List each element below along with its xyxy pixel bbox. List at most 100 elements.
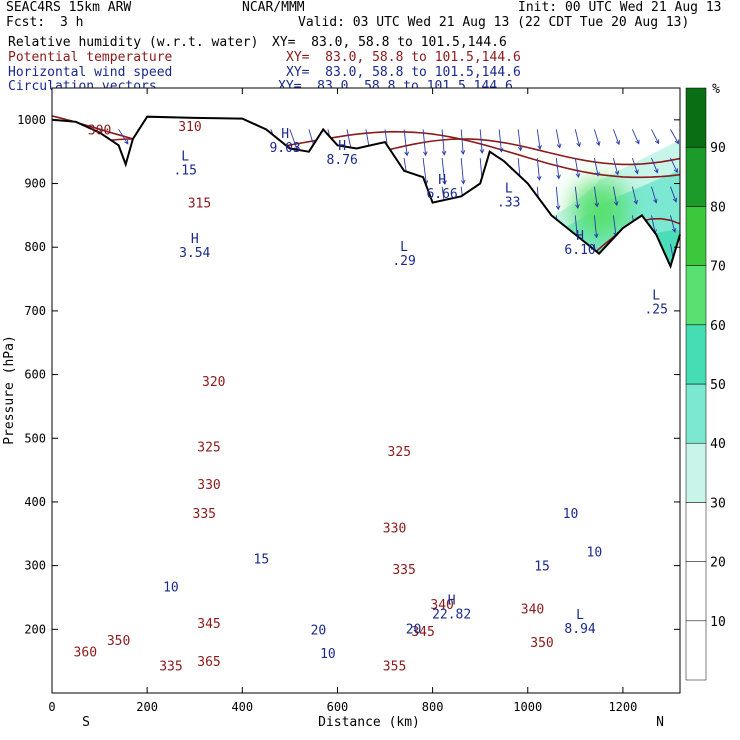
colorbar-swatch (685, 265, 707, 326)
colorbar-swatch (685, 561, 707, 622)
extremum-marker: H (281, 127, 289, 142)
extremum-value: 3.54 (179, 246, 210, 261)
circulation-vector (574, 158, 581, 179)
theta-contour-label: 335 (193, 507, 216, 522)
circulation-vector (651, 129, 660, 145)
axes: 0 200 400 600 800 1000 1200 200 300 400 500 600 700 8… (17, 88, 680, 714)
y-axis-title: Pressure (hPa) (2, 335, 17, 445)
circulation-vector (460, 158, 466, 185)
colorbar-tick-label: 80 (710, 200, 726, 215)
theta-contour-label: 345 (411, 625, 434, 640)
circulation-vector (651, 186, 658, 204)
x-tick-label: 200 (136, 700, 158, 714)
circulation-vector (670, 157, 678, 174)
extremum-marker: L (576, 608, 584, 623)
colorbar-swatch (685, 502, 707, 562)
circulation-vector (517, 129, 523, 152)
field-xy-wind: XY= 83.0, 58.8 to 101.5,144.6 (286, 65, 521, 80)
extremum-marker: H (438, 173, 446, 188)
x-tick-label: 1000 (513, 700, 542, 714)
colorbar-unit: % (712, 82, 720, 97)
theta-contour-label: 340 (430, 598, 453, 613)
extremum-value: 6.66 (426, 187, 457, 202)
forecast-hour: 3 h (60, 15, 84, 30)
circulation-vector (670, 186, 678, 203)
circulation-vector (670, 215, 677, 233)
circulation-vector (441, 129, 447, 156)
y-tick-label: 500 (24, 431, 46, 445)
x-axis-title: Distance (km) (318, 715, 420, 730)
theta-contour-label: 350 (107, 634, 130, 649)
theta-contour-label: 325 (197, 441, 220, 456)
y-tick-label: 1000 (17, 113, 46, 127)
init-time: Init: 00 UTC Wed 21 Aug 13 (518, 0, 722, 15)
endpoint-south: S (82, 715, 90, 730)
circulation-vector (498, 129, 504, 153)
field-name-theta: Potential temperature (8, 50, 173, 65)
circulation-vector (651, 157, 659, 174)
colorbar-swatch (685, 87, 707, 148)
y-tick-label: 900 (24, 177, 46, 191)
x-tick-label: 600 (327, 700, 349, 714)
theta-contour-label: 320 (202, 375, 225, 390)
field-xy-theta: XY= 83.0, 58.8 to 101.5,144.6 (286, 50, 521, 65)
colorbar-swatch (685, 620, 707, 681)
colorbar-tick-label: 90 (710, 141, 726, 156)
extremum-marker: H (576, 229, 584, 244)
circulation-vector (574, 129, 581, 148)
circulation-vector (555, 186, 561, 211)
circulation-vector (593, 158, 600, 177)
extremum-value: 9.03 (269, 141, 300, 156)
extremum-value: 8.76 (327, 153, 358, 168)
colorbar-swatch (685, 324, 707, 385)
wind-contour-label: 15 (534, 560, 550, 575)
theta-contour-label: 315 (188, 197, 211, 212)
wind-contour-label: 20 (406, 623, 422, 638)
colorbar-swatch (685, 442, 707, 503)
circulation-vector (593, 129, 601, 147)
colorbar-tick-label: 40 (710, 437, 726, 452)
circulation-vector (631, 129, 640, 145)
extremum-marker: H (191, 232, 199, 247)
x-tick-label: 800 (422, 700, 444, 714)
x-tick-label: 1200 (608, 700, 637, 714)
wind-contour-label: 15 (254, 553, 270, 568)
theta-contour-label: 330 (197, 478, 220, 493)
extremum-value: .25 (644, 302, 667, 317)
y-tick-label: 400 (24, 495, 46, 509)
circulation-vector (612, 129, 621, 146)
circulation-vector (536, 129, 542, 150)
circulation-vector (612, 157, 620, 176)
theta-contour-label: 335 (159, 660, 182, 675)
theta-contour-label: 340 (521, 602, 544, 617)
extremum-value: .33 (497, 195, 520, 210)
colorbar-tick-label: 30 (710, 496, 726, 511)
y-tick-label: 800 (24, 240, 46, 254)
colorbar-swatch (685, 206, 707, 266)
circulation-vector (555, 129, 562, 149)
wind-contour-label: 10 (163, 581, 179, 596)
circulation-vector (574, 186, 580, 209)
colorbar: 10 20 30 40 50 60 70 80 90 (685, 87, 726, 681)
circulation-vector (593, 186, 600, 208)
x-tick-label: 0 (48, 700, 55, 714)
colorbar-tick-label: 50 (710, 378, 726, 393)
circulation-vector (536, 158, 542, 181)
extremum-value: .15 (173, 163, 196, 178)
organization: NCAR/MMM (242, 0, 305, 15)
field-name-rh: Relative humidity (w.r.t. water) (8, 35, 259, 50)
theta-contour-label: 345 (197, 617, 220, 632)
extremum-marker: L (181, 149, 189, 164)
theta-contour-label: 355 (383, 660, 406, 675)
contour-labels: 300 310 315 320 325 325 330 330 335 335 340 340 345 3… (74, 120, 668, 674)
terrain-line (51, 115, 681, 270)
extremum-marker: L (400, 240, 408, 255)
extremum-marker: L (652, 288, 660, 303)
theta-contour-label: 325 (388, 445, 411, 460)
field-name-wind: Horizontal wind speed (8, 65, 173, 80)
circulation-vector (403, 129, 410, 157)
colorbar-tick-label: 20 (710, 556, 726, 571)
colorbar-tick-label: 60 (710, 319, 726, 334)
forecast-label: Fcst: (6, 15, 46, 30)
